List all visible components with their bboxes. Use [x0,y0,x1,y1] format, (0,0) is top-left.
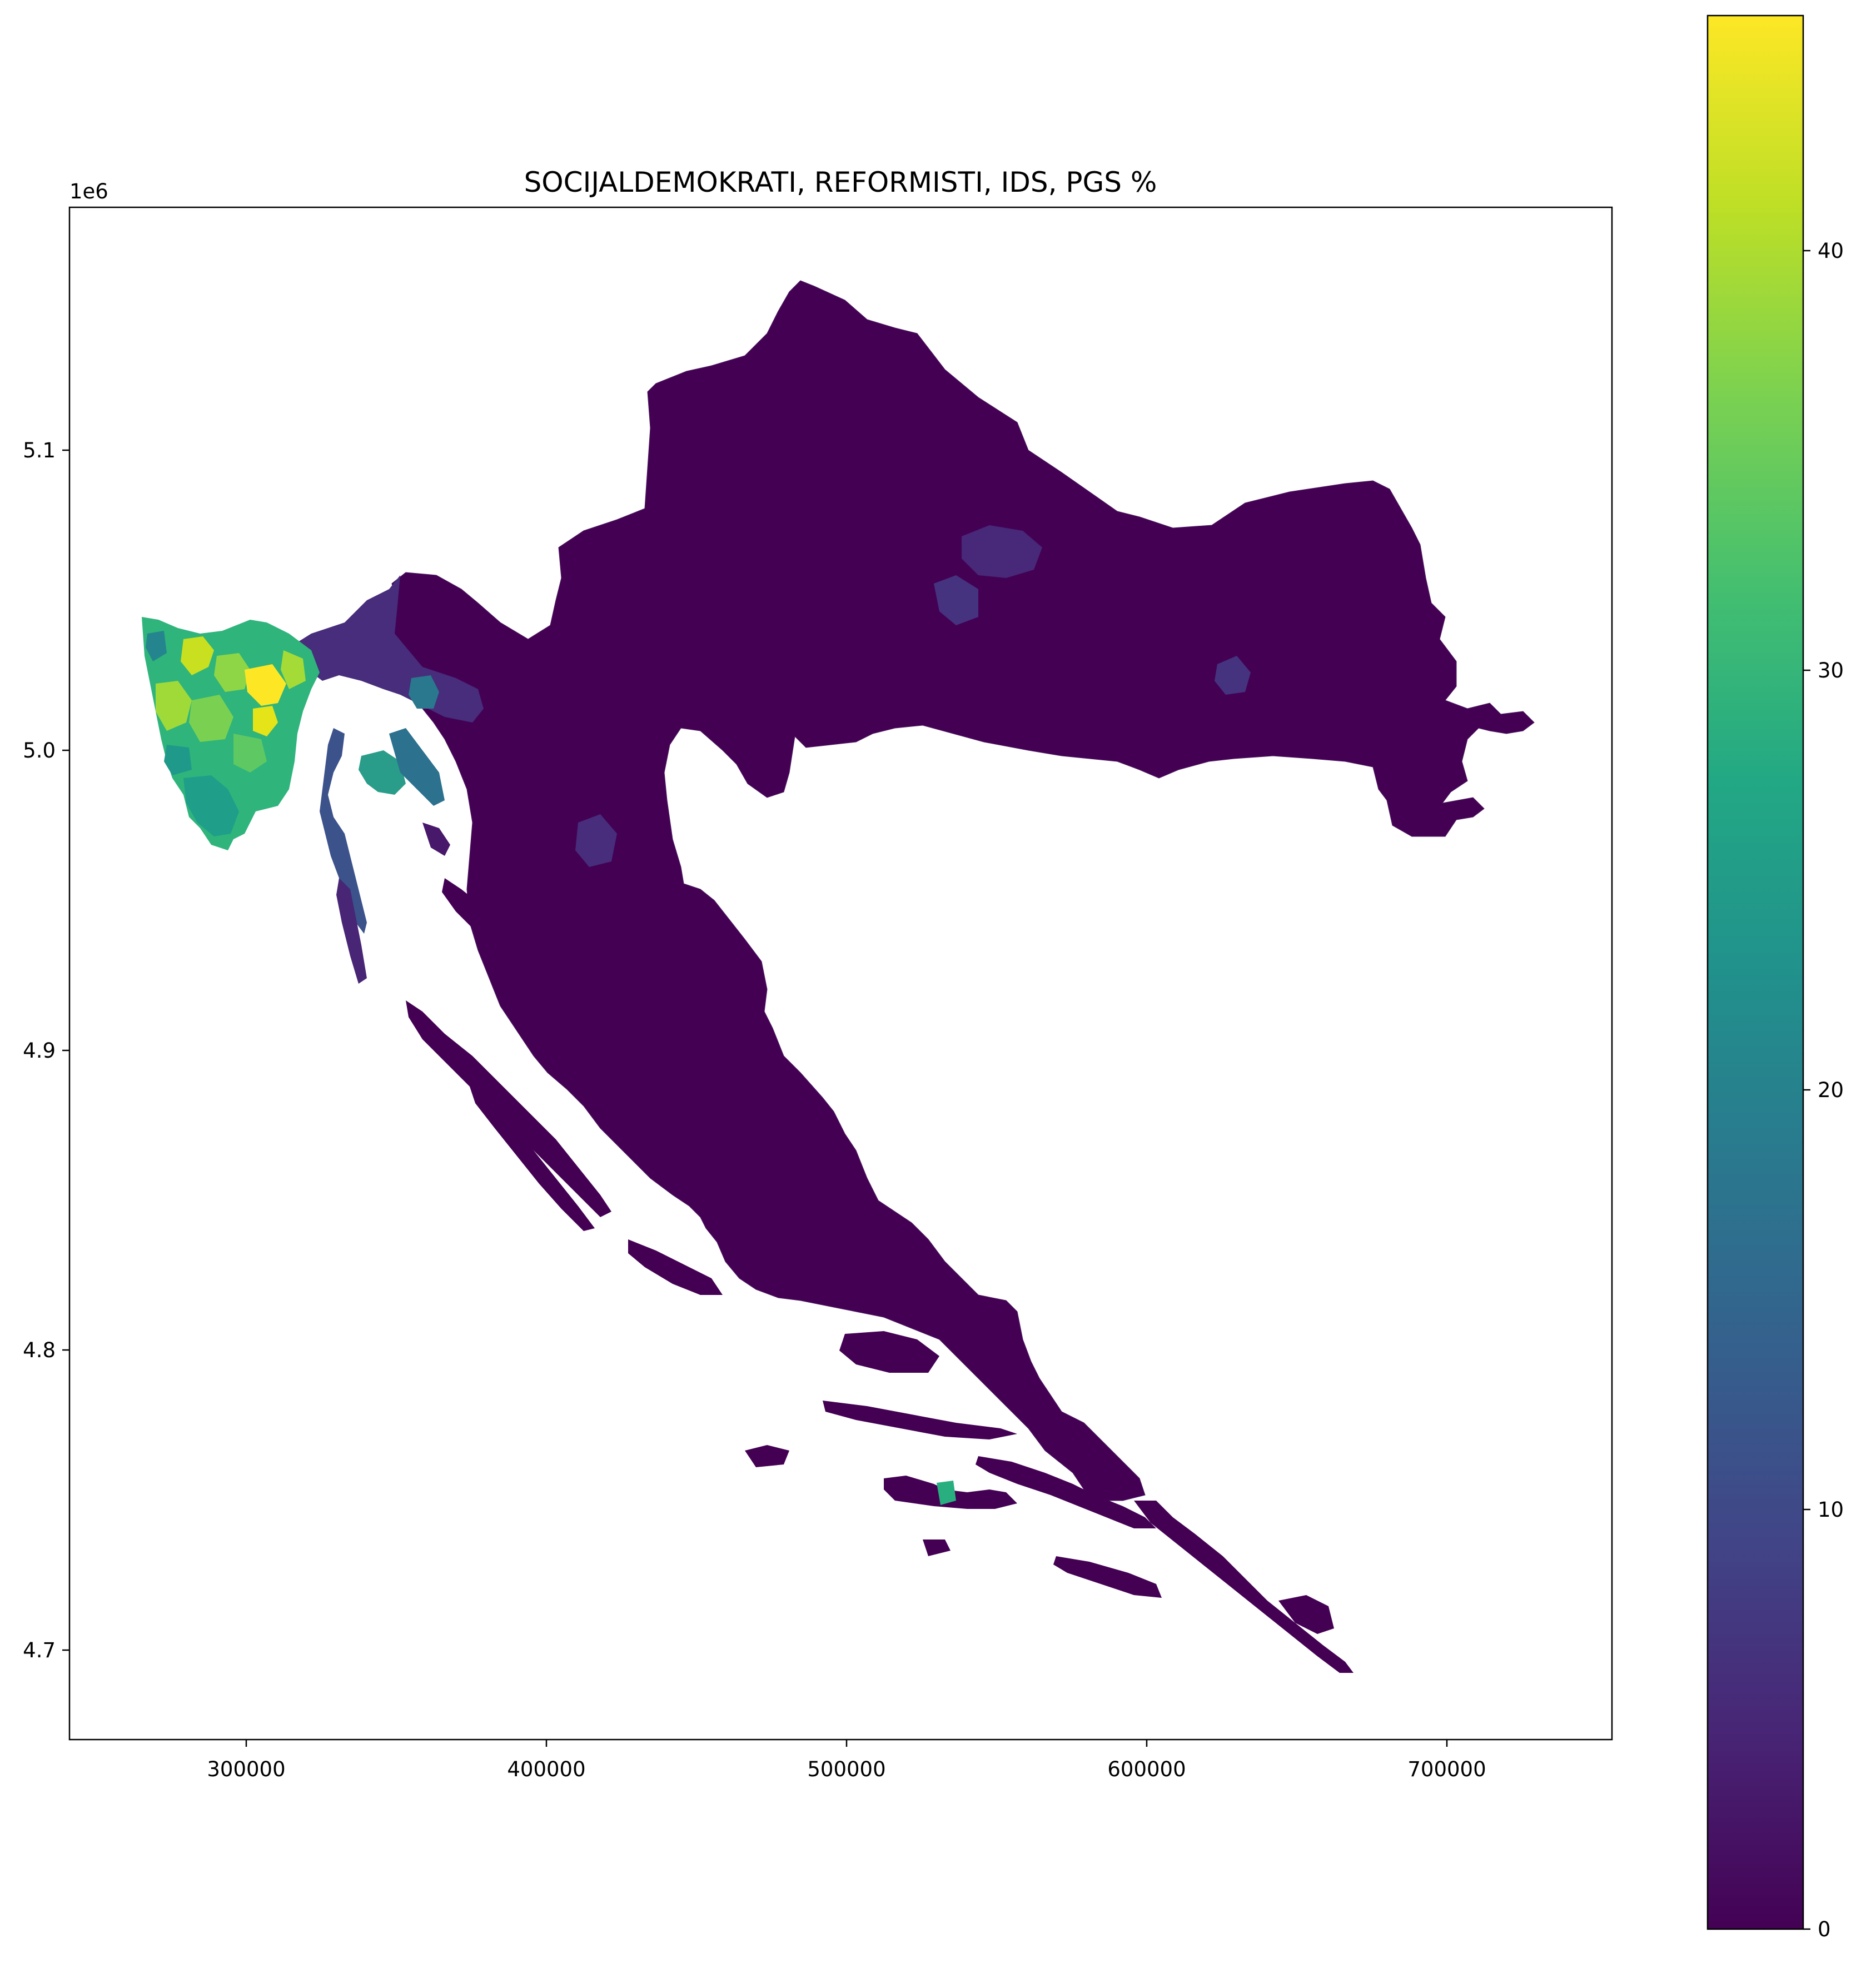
y-tick-5.0: 5.0 [23,739,69,763]
region-istria-north-high [181,636,214,675]
x-tick-label: 300000 [207,1757,285,1781]
region-zagreb-area-4 [575,814,617,867]
x-tick-500000: 500000 [807,1740,886,1781]
x-tick-700000: 700000 [1407,1740,1486,1781]
colorbar-tick-label: 40 [1818,239,1844,263]
colorbar: 0 10 20 30 40 [1706,14,1844,1941]
region-zagreb-area [962,525,1042,578]
region-istria-center-max [245,664,286,706]
region-krk-island [359,750,406,795]
plot-area-frame [68,206,1613,1741]
region-krk-island-2 [389,728,445,806]
region-istria-south-2 [164,745,192,775]
colorbar-tick-label: 20 [1818,1078,1844,1102]
y-tick-label: 4.8 [23,1338,56,1362]
region-rab-pag-islands-2 [442,878,550,989]
region-istria-center-high-4 [189,695,233,742]
colorbar-tick-label: 10 [1818,1498,1844,1522]
x-axis: 300000 400000 500000 600000 700000 [207,1740,1486,1781]
colorbar-tick-label: 30 [1818,659,1844,682]
y-tick-label: 4.9 [23,1039,56,1063]
map-regions [142,280,1535,1673]
y-axis: 1e6 5.1 5.0 4.9 4.8 4.7 [23,180,108,1662]
y-tick-label: 5.1 [23,439,56,462]
chart-title: SOCIJALDEMOKRATI, REFORMISTI, IDS, PGS % [524,166,1157,198]
region-zagreb-area-3 [1215,656,1251,695]
region-istria-center-high-5 [233,734,267,773]
y-tick-label: 5.0 [23,739,56,763]
x-tick-400000: 400000 [507,1740,586,1781]
y-tick-4.8: 4.8 [23,1338,69,1362]
y-tick-label: 4.7 [23,1638,56,1662]
x-tick-label: 500000 [807,1757,885,1781]
colorbar-tick-20: 20 [1803,1078,1844,1102]
x-tick-300000: 300000 [207,1740,286,1781]
x-tick-label: 700000 [1407,1757,1486,1781]
region-istria-south [183,775,239,836]
region-korcula-town [937,1481,956,1505]
colorbar-tick-40: 40 [1803,239,1844,263]
region-rab-pag-islands [422,823,450,856]
region-cres-island [320,728,367,934]
region-dalmatian-islands [406,1000,1353,1673]
y-tick-4.9: 4.9 [23,1039,69,1063]
x-tick-label: 600000 [1107,1757,1186,1781]
region-rijeka [409,675,439,709]
colorbar-gradient [1706,14,1804,1930]
x-tick-label: 400000 [507,1757,585,1781]
colorbar-tick-label: 0 [1818,1917,1831,1941]
region-istria-north-high-2 [156,681,192,731]
region-rab-pag-islands-3 [336,878,367,984]
x-tick-600000: 600000 [1107,1740,1186,1781]
y-axis-offset-label: 1e6 [69,180,108,203]
region-istria-center-high-6 [281,650,306,689]
colorbar-tick-10: 10 [1803,1498,1844,1522]
colorbar-tick-30: 30 [1803,659,1844,682]
region-istria-center-max-2 [253,706,278,736]
region-mainland [380,280,1535,1501]
y-tick-4.7: 4.7 [23,1638,69,1662]
y-tick-5.1: 5.1 [23,439,69,462]
region-istria-north-high-3 [214,653,250,692]
region-istria-west-2 [146,631,167,661]
region-zagreb-area-2 [934,575,978,625]
colorbar-tick-0: 0 [1803,1917,1831,1941]
